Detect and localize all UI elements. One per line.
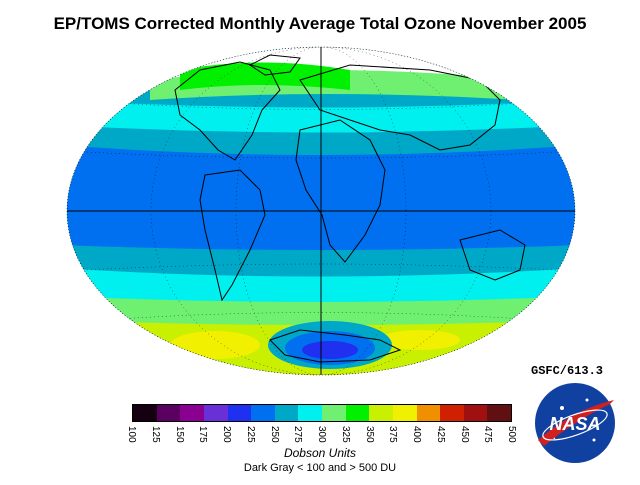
colorbar-tick-label: 300 [316,426,327,443]
color-swatch [322,405,346,421]
ozone-maximum-sw [170,331,260,359]
colorbar-tick-label: 125 [149,426,161,443]
colorbar-tick-label: 450 [458,426,470,443]
africa-outline [295,119,386,263]
colorbar-tick-label: 400 [411,426,422,443]
color-swatch [416,405,441,421]
colorbar-tick-label: 500 [506,426,517,443]
color-swatch [133,405,157,421]
colorbar-tick-label: 375 [387,426,399,443]
colorbar-tick-label: 225 [244,426,256,443]
color-swatch [463,405,488,421]
band-south-cyan [67,268,575,304]
color-swatch [156,405,181,421]
south-america-outline [199,169,266,302]
color-swatch [203,405,228,421]
colorbar-tick-label: 175 [197,426,209,443]
colorbar-tick-label: 275 [292,426,304,443]
north-america-outline [174,61,281,161]
color-swatch [392,405,417,421]
color-swatch [298,405,322,421]
band-s-subtrop [67,245,575,276]
color-swatch [227,405,252,421]
colorbar-tick-label: 475 [482,426,494,443]
nasa-logo: NASA [535,383,615,463]
color-swatch [369,405,393,421]
antarctica-outline [269,329,402,363]
colorbar-tick-label: 200 [221,426,232,443]
map-title: EP/TOMS Corrected Monthly Average Total … [53,14,587,33]
color-swatch [274,405,299,421]
band-north-cyan [67,100,575,133]
color-swatch [487,405,511,421]
credit-label: GSFC/613.3 [531,364,604,378]
band-tropics [67,140,575,256]
band-north-green2 [180,62,350,90]
colorbar-tick-label: 250 [268,426,280,443]
color-swatch [440,405,464,421]
units-label: Dobson Units [283,446,357,460]
color-swatch [180,405,204,421]
color-swatch [251,405,275,421]
antarctic-hole-core [302,341,358,359]
colorbar-tick-label: 350 [363,426,375,443]
colorbar-tick-label: 150 [173,426,185,443]
continent-outlines [174,54,526,363]
ozone-maximum-se [380,330,460,350]
greenland-outline [249,54,301,76]
colorbar-tick-label: 325 [339,426,351,443]
colorbar-tick-label: 425 [434,426,446,443]
colorbar-tick-label: 100 [126,426,137,443]
range-note: Dark Gray < 100 and > 500 DU [243,462,397,474]
nasa-logo-text: NASA [549,414,600,434]
australia-outline [459,229,526,281]
eurasia-outline [299,64,501,151]
color-scale-bar [132,404,512,422]
color-swatch [345,405,370,421]
ozone-bands [67,47,575,375]
